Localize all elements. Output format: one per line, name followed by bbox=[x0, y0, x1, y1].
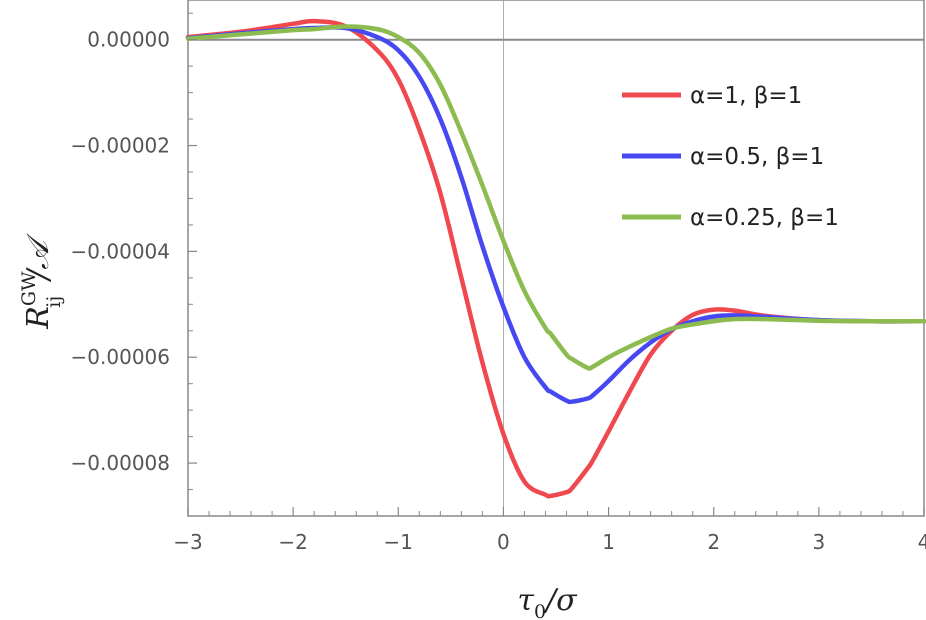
y-axis-ticks: 0.00000 −0.00002 −0.00004 −0.00006 −0.00008 bbox=[71, 12, 197, 517]
series-line-2 bbox=[185, 25, 926, 405]
x-tick-label: −1 bbox=[384, 530, 413, 554]
y-axis-title-sub: ij bbox=[43, 296, 65, 308]
y-axis-title-rest: /𝒜 bbox=[21, 233, 56, 283]
legend-label-3: α=0.25, β=1 bbox=[690, 205, 839, 231]
legend-label-2: α=0.5, β=1 bbox=[690, 144, 824, 170]
y-tick-label: 0.00000 bbox=[87, 28, 170, 52]
y-tick-label: −0.00002 bbox=[71, 134, 170, 158]
y-tick-label: −0.00004 bbox=[71, 239, 170, 263]
plot-frame bbox=[187, 0, 925, 517]
x-tick-label: 3 bbox=[812, 530, 825, 554]
x-tick-label: 1 bbox=[602, 530, 615, 554]
x-axis-title-sub: 0 bbox=[534, 601, 546, 620]
x-axis-title-rest: /σ bbox=[543, 583, 578, 618]
y-axis-title-main: R bbox=[21, 306, 56, 330]
series-lines bbox=[185, 18, 926, 499]
x-axis-title-main: τ bbox=[517, 583, 534, 618]
y-tick-label: −0.00006 bbox=[71, 345, 170, 369]
x-axis-title: τ0/σ bbox=[517, 583, 578, 620]
x-tick-label: 2 bbox=[707, 530, 720, 554]
legend-label-1: α=1, β=1 bbox=[690, 83, 802, 109]
y-axis-title-sup: GW bbox=[18, 271, 40, 306]
x-tick-label: −3 bbox=[173, 530, 202, 554]
zero-lines bbox=[188, 0, 924, 516]
series-line-3 bbox=[185, 24, 926, 371]
x-tick-label: −2 bbox=[278, 530, 307, 554]
x-tick-label: 4 bbox=[918, 530, 926, 554]
legend: α=1, β=1 α=0.5, β=1 α=0.25, β=1 bbox=[622, 83, 839, 231]
x-axis-ticks: −3 −2 −1 0 1 2 3 4 bbox=[173, 507, 926, 554]
y-axis-title: RGW ij/𝒜 bbox=[18, 233, 65, 330]
y-tick-label: −0.00008 bbox=[71, 451, 170, 475]
x-tick-label: 0 bbox=[497, 530, 510, 554]
series-line-1 bbox=[185, 18, 926, 499]
